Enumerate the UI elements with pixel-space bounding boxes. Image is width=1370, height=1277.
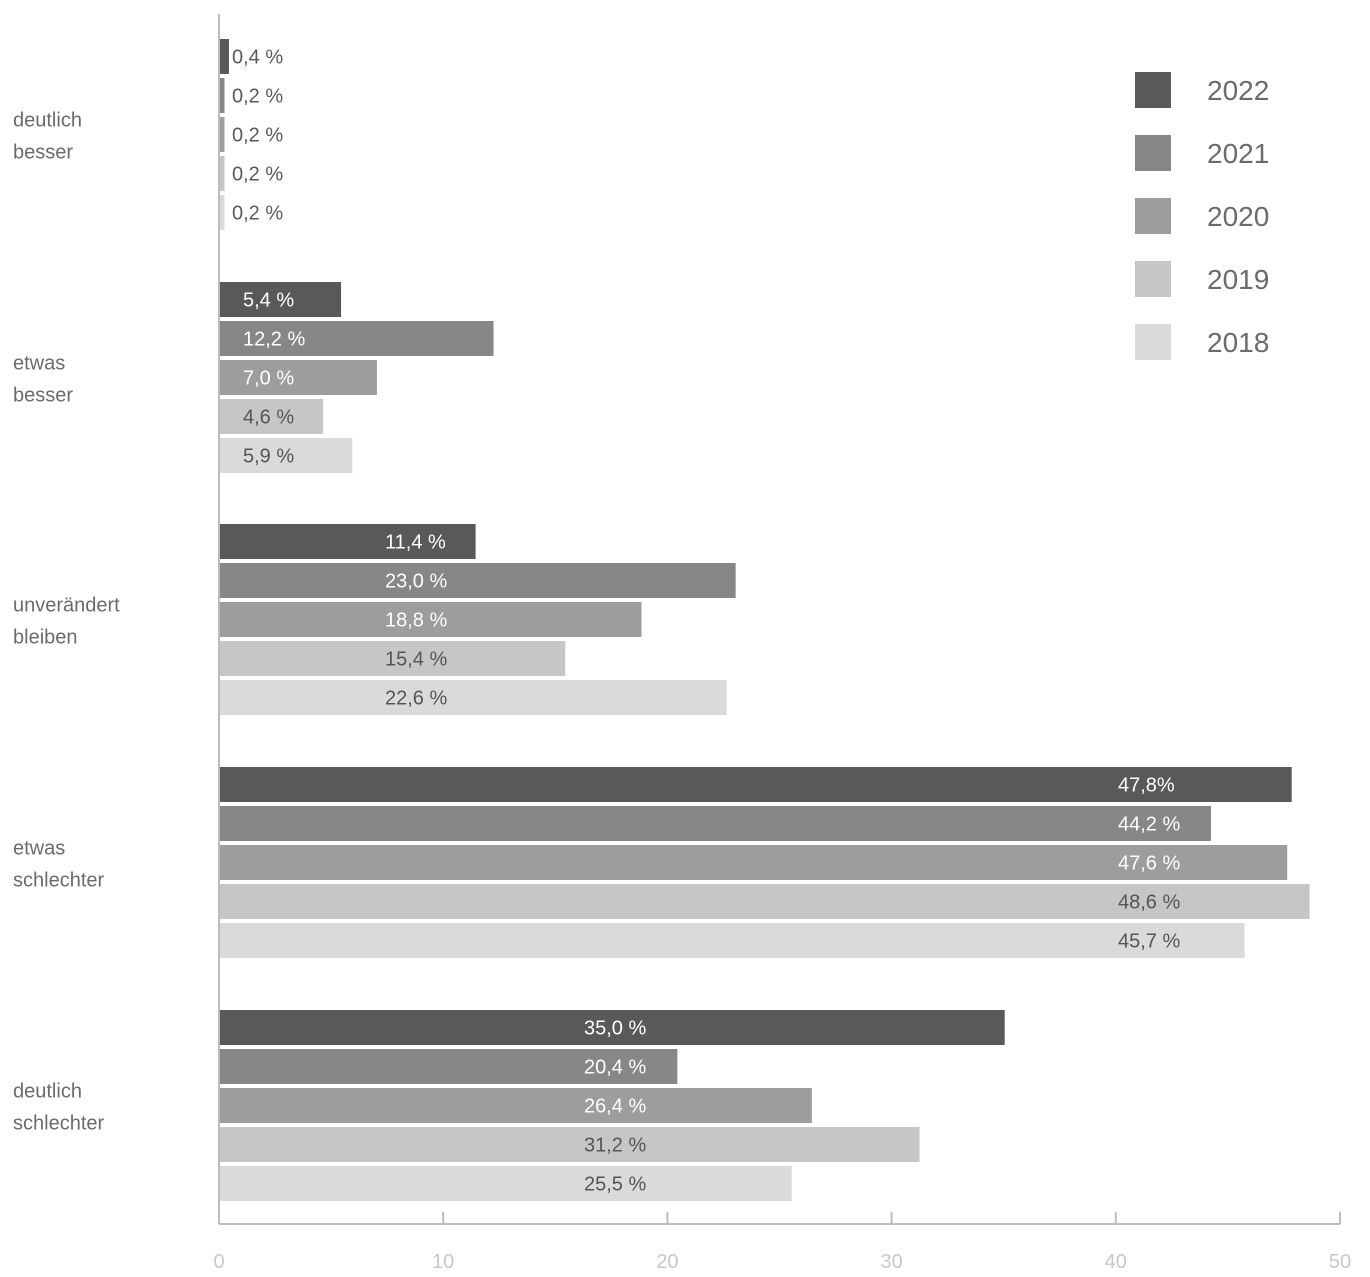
x-tick-label: 0: [213, 1251, 224, 1272]
bar-value-label: 4,6 %: [243, 407, 294, 429]
bar-value-label: 35,0 %: [584, 1018, 646, 1040]
bar: [220, 195, 225, 230]
bar-value-label: 47,8%: [1118, 775, 1175, 797]
bar: [220, 1088, 812, 1123]
category-label: etwas: [13, 353, 65, 375]
legend-swatch: [1135, 324, 1171, 360]
legend-swatch: [1135, 72, 1171, 108]
bar: [220, 845, 1288, 880]
bar-value-label: 5,9 %: [243, 446, 294, 468]
bar: [220, 156, 225, 191]
bar-value-label: 47,6 %: [1118, 853, 1180, 875]
bar-value-label: 12,2 %: [243, 329, 305, 351]
category-label: bleiben: [13, 627, 78, 649]
bar: [220, 1166, 792, 1201]
bar: [220, 767, 1292, 802]
bar-value-label: 48,6 %: [1118, 892, 1180, 914]
bar: [220, 806, 1211, 841]
bar: [220, 680, 727, 715]
bar: [220, 524, 476, 559]
bar-value-label: 7,0 %: [243, 368, 294, 390]
bar-value-label: 0,4 %: [232, 47, 283, 69]
category-label: deutlich: [13, 1081, 82, 1103]
legend-label: 2021: [1207, 138, 1269, 169]
category-label: schlechter: [13, 1113, 104, 1135]
bar: [220, 563, 736, 598]
legend-label: 2020: [1207, 201, 1269, 232]
bar-value-label: 20,4 %: [584, 1057, 646, 1079]
bar-value-label: 0,2 %: [232, 203, 283, 225]
bar-value-label: 45,7 %: [1118, 931, 1180, 953]
x-tick-label: 10: [432, 1251, 454, 1272]
legend-label: 2022: [1207, 75, 1269, 106]
legend-swatch: [1135, 261, 1171, 297]
x-tick-label: 20: [656, 1251, 678, 1272]
category-label: besser: [13, 385, 73, 407]
bar: [220, 39, 229, 74]
legend-swatch: [1135, 198, 1171, 234]
bar: [220, 321, 494, 356]
bar-value-label: 0,2 %: [232, 164, 283, 186]
bar-value-label: 31,2 %: [584, 1135, 646, 1157]
bar: [220, 78, 225, 113]
bar: [220, 1127, 920, 1162]
bar: [220, 1010, 1005, 1045]
bar-value-label: 11,4 %: [385, 532, 446, 554]
bar-value-label: 0,2 %: [232, 86, 283, 108]
bar: [220, 360, 377, 395]
bar-value-label: 44,2 %: [1118, 814, 1180, 836]
bar: [220, 282, 342, 317]
x-tick-label: 40: [1105, 1251, 1127, 1272]
bar-value-label: 23,0 %: [385, 571, 447, 593]
x-tick-label: 50: [1329, 1251, 1351, 1272]
bar-value-label: 5,4 %: [243, 290, 294, 312]
category-label: besser: [13, 142, 73, 164]
bar: [220, 602, 642, 637]
legend-swatch: [1135, 135, 1171, 171]
category-label: deutlich: [13, 110, 82, 132]
bar-value-label: 26,4 %: [584, 1096, 646, 1118]
category-label: etwas: [13, 838, 65, 860]
bar: [220, 117, 225, 152]
bar-value-label: 18,8 %: [385, 610, 447, 632]
bar: [220, 641, 566, 676]
category-label: schlechter: [13, 870, 104, 892]
legend-label: 2019: [1207, 264, 1269, 295]
bar-value-label: 25,5 %: [584, 1174, 646, 1196]
bar: [220, 923, 1245, 958]
bar: [220, 1049, 678, 1084]
bar-value-label: 22,6 %: [385, 688, 447, 710]
bar-value-label: 15,4 %: [385, 649, 447, 671]
bar: [220, 399, 324, 434]
bar: [220, 884, 1310, 919]
x-tick-label: 30: [880, 1251, 902, 1272]
category-label: unverändert: [13, 595, 120, 617]
bar-value-label: 0,2 %: [232, 125, 283, 147]
bar: [220, 438, 353, 473]
legend-label: 2018: [1207, 327, 1269, 358]
